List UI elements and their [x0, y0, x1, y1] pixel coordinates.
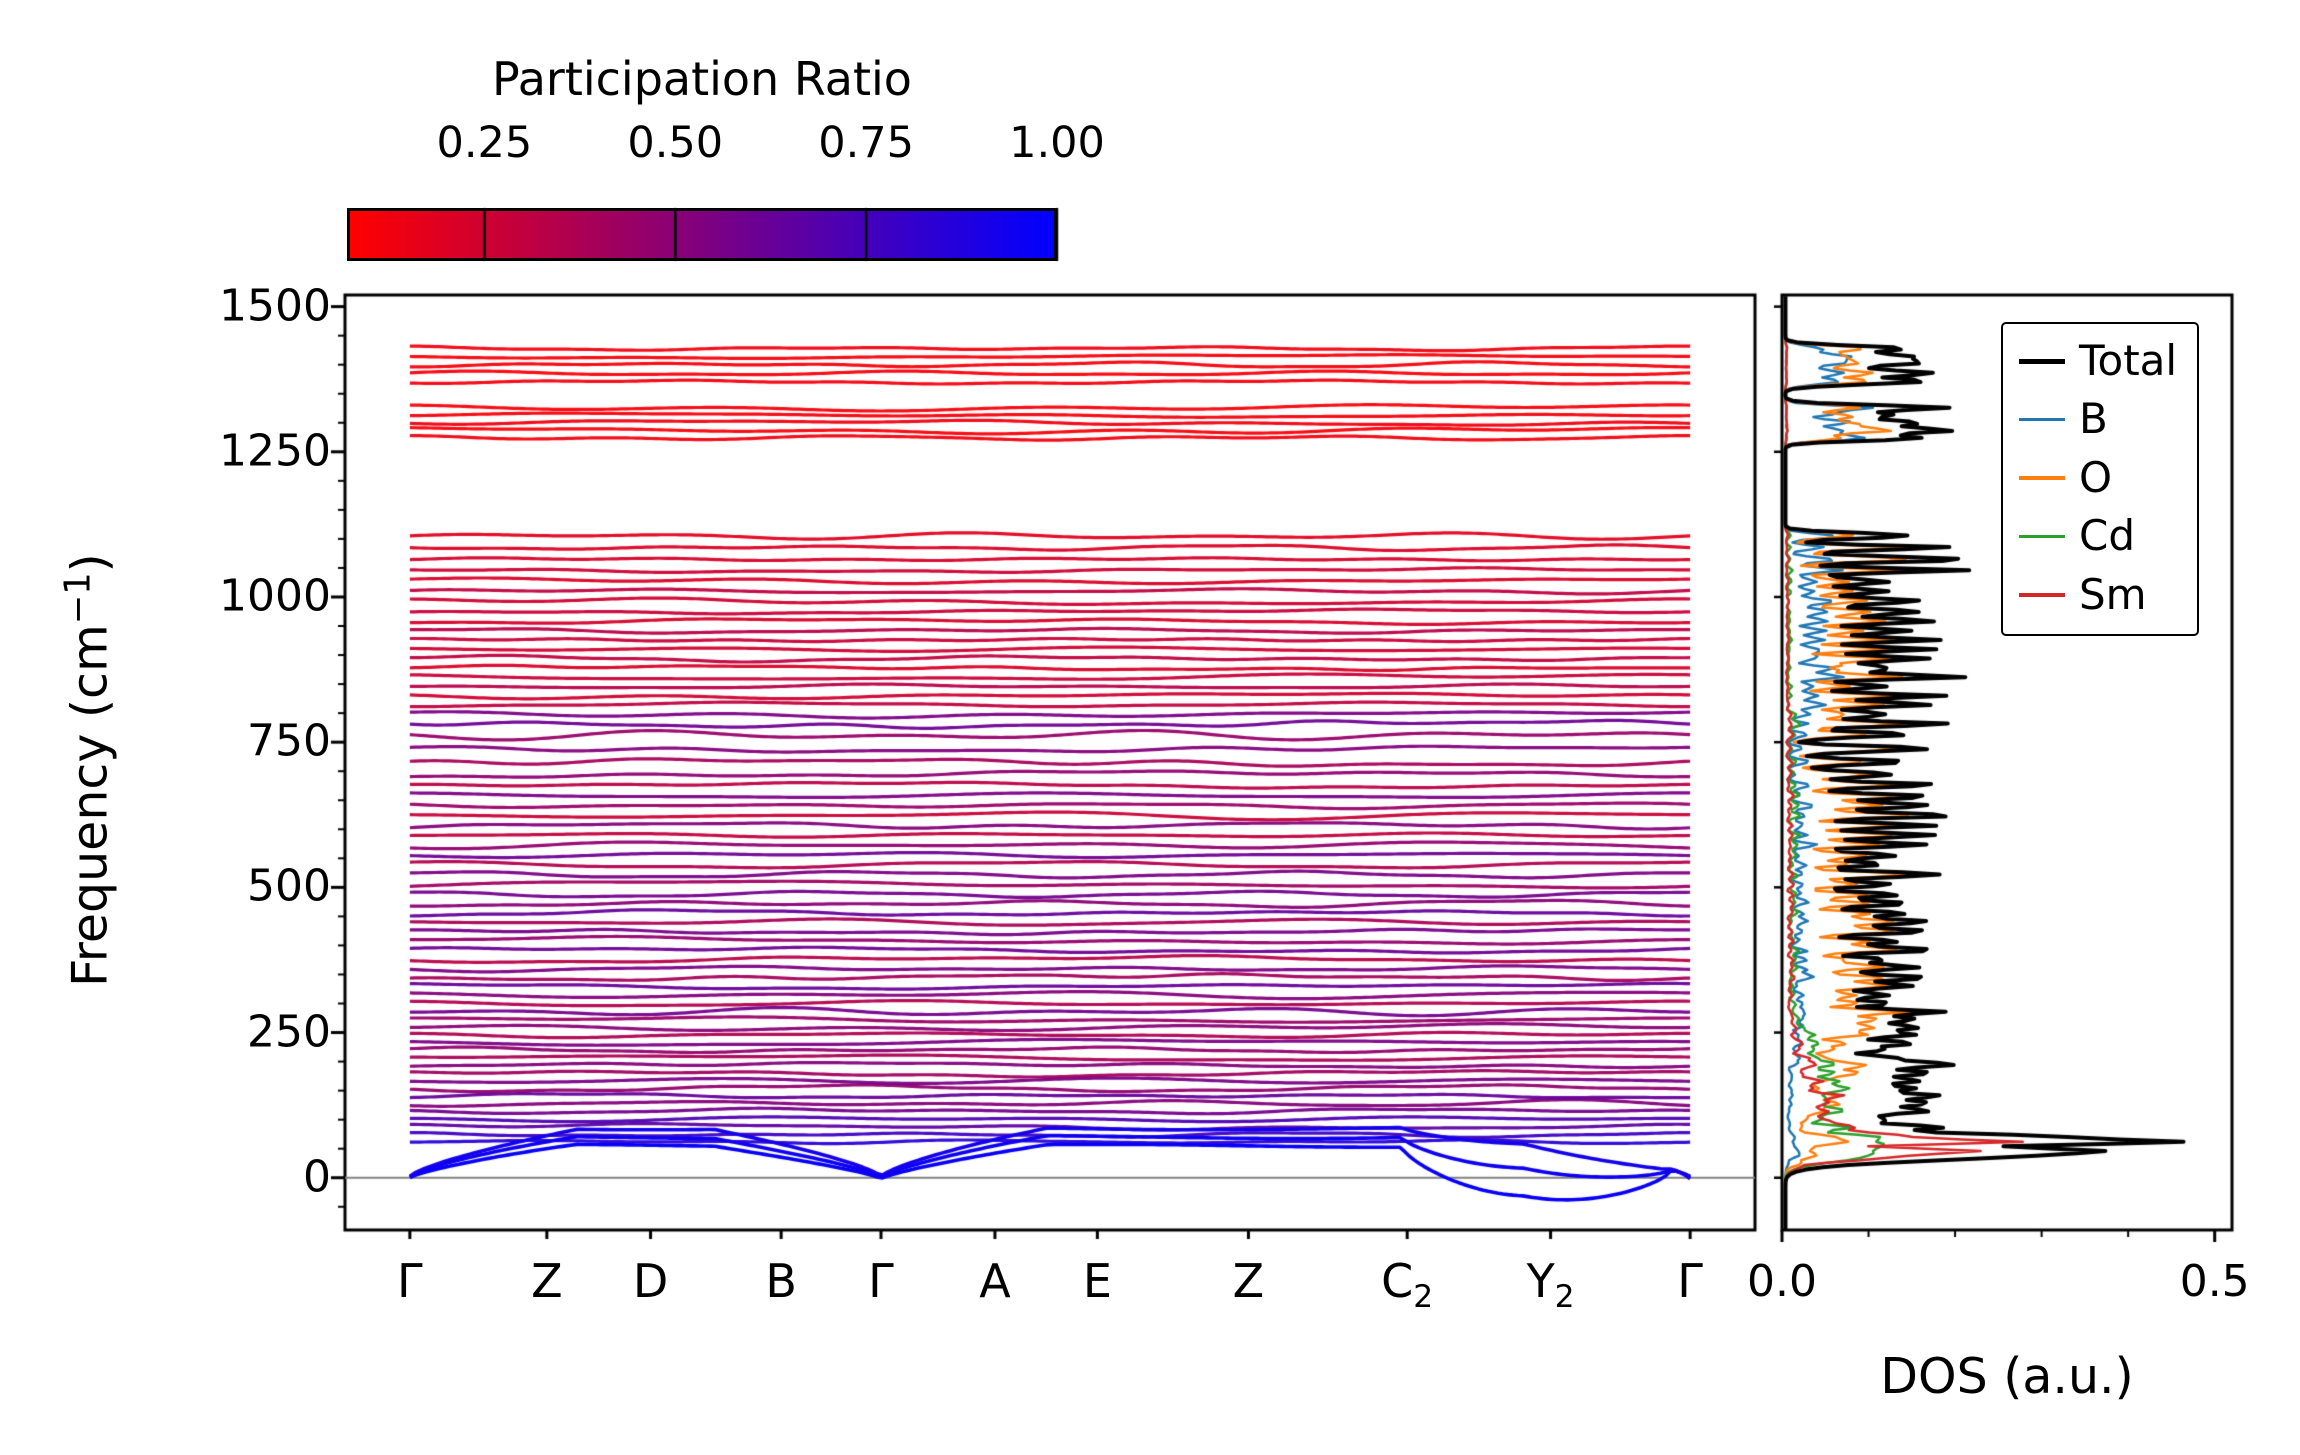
y-axis-label-close: ) [61, 553, 119, 573]
legend-line-sample [2019, 593, 2065, 597]
legend-line-sample [2019, 417, 2065, 422]
y-axis-label-text: Frequency (cm [61, 624, 119, 987]
legend-entry-total: Total [2019, 336, 2177, 386]
legend-label: Cd [2079, 511, 2135, 561]
dos-legend: Total B O Cd Sm [2001, 322, 2200, 636]
y-axis-label-exponent: −1 [57, 572, 99, 625]
legend-label: Total [2079, 336, 2178, 385]
legend-label: Sm [2079, 569, 2147, 619]
legend-line-sample [2019, 358, 2065, 364]
dos-x-axis-label: DOS (a.u.) [1880, 1348, 2134, 1405]
legend-label: B [2079, 394, 2108, 444]
legend-entry-o: O [2019, 453, 2177, 503]
legend-line-sample [2019, 534, 2065, 539]
legend-line-sample [2019, 476, 2065, 480]
legend-label: O [2079, 452, 2113, 502]
legend-entry-sm: Sm [2019, 570, 2177, 620]
legend-entry-cd: Cd [2019, 511, 2177, 561]
colorbar-title: Participation Ratio [492, 52, 912, 106]
y-axis-label: Frequency (cm−1) [57, 553, 118, 987]
legend-entry-b: B [2019, 394, 2177, 444]
